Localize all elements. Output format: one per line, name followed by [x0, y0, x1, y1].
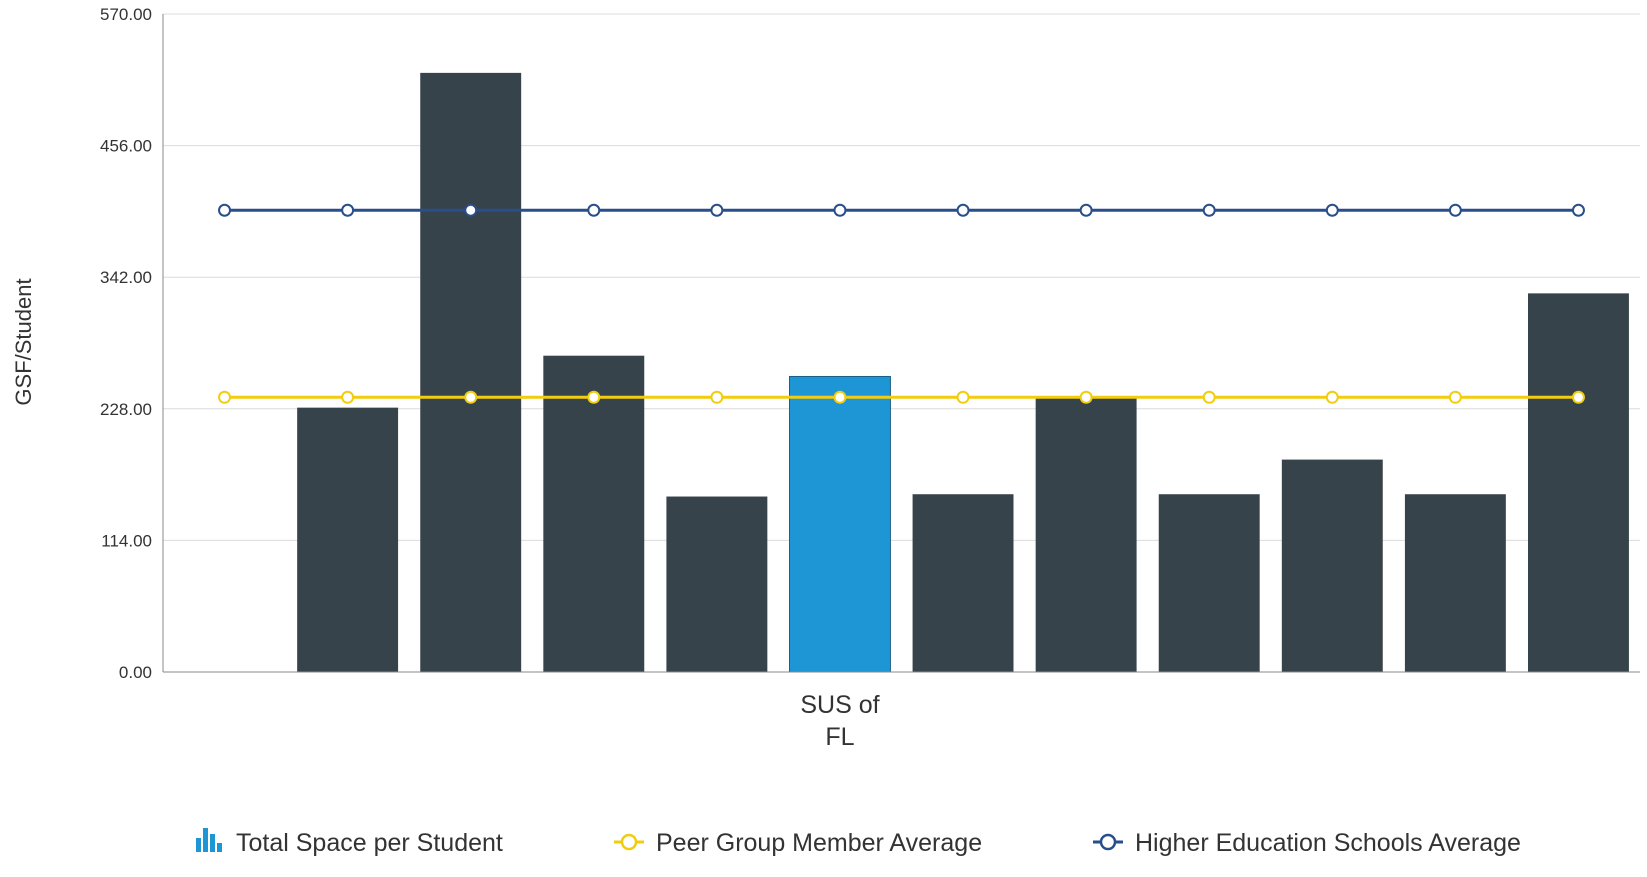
x-category-label: SUS of FL	[800, 691, 879, 751]
line-point[interactable]	[710, 390, 724, 404]
line-point[interactable]	[1079, 390, 1093, 404]
line-point[interactable]	[587, 203, 601, 217]
bar[interactable]	[912, 494, 1014, 672]
line-point[interactable]	[341, 203, 355, 217]
line-point[interactable]	[1325, 203, 1339, 217]
axis-labels: 0.00 114.00 228.00 342.00 456.00 570.00 SUS of…	[100, 5, 880, 751]
line-point[interactable]	[1202, 203, 1216, 217]
legend-label: Total Space per Student	[236, 829, 503, 857]
line-point[interactable]	[956, 203, 970, 217]
line-point[interactable]	[1448, 390, 1462, 404]
line-point[interactable]	[1079, 203, 1093, 217]
line-point[interactable]	[464, 203, 478, 217]
bar-series	[297, 72, 1629, 673]
bar[interactable]	[788, 375, 891, 673]
line-point[interactable]	[833, 203, 847, 217]
y-tick-label: 570.00	[100, 5, 152, 24]
line-point[interactable]	[218, 390, 232, 404]
line-point[interactable]	[1325, 390, 1339, 404]
line-point[interactable]	[1448, 203, 1462, 217]
legend-item-higher-education[interactable]: Higher Education Schools Average	[1093, 829, 1521, 857]
line-point[interactable]	[587, 390, 601, 404]
line-point[interactable]	[1571, 203, 1585, 217]
y-tick-label: 114.00	[101, 531, 152, 550]
legend-item-peer-group[interactable]: Peer Group Member Average	[614, 829, 982, 857]
bar[interactable]	[1281, 459, 1383, 672]
y-tick-label: 0.00	[119, 663, 152, 682]
line-series	[218, 203, 1585, 404]
line-point[interactable]	[464, 390, 478, 404]
bar[interactable]	[420, 72, 522, 673]
bar[interactable]	[1158, 494, 1260, 672]
line-point[interactable]	[218, 203, 232, 217]
y-tick-label: 342.00	[100, 268, 152, 287]
line-point[interactable]	[1571, 390, 1585, 404]
grid-lines	[163, 13, 1640, 541]
line-marker-icon	[614, 833, 644, 851]
y-tick-label: 456.00	[100, 137, 152, 156]
bar[interactable]	[1404, 494, 1506, 672]
line-marker-icon	[1093, 833, 1123, 851]
legend-label: Higher Education Schools Average	[1135, 829, 1521, 857]
line-point[interactable]	[833, 390, 847, 404]
bar[interactable]	[666, 496, 768, 672]
line-point[interactable]	[710, 203, 724, 217]
bar[interactable]	[543, 355, 645, 672]
bar-chart-icon	[196, 828, 222, 852]
y-tick-label: 228.00	[100, 400, 152, 419]
axes	[162, 14, 1640, 673]
line-point[interactable]	[1202, 390, 1216, 404]
bar[interactable]	[1035, 398, 1137, 672]
legend-label: Peer Group Member Average	[656, 829, 982, 857]
line-point[interactable]	[341, 390, 355, 404]
bar[interactable]	[1527, 293, 1629, 672]
bar[interactable]	[297, 407, 399, 672]
legend[interactable]: Total Space per Student Peer Group Member…	[196, 828, 1521, 857]
y-axis-title: GSF/Student	[11, 278, 36, 405]
legend-item-total-space[interactable]: Total Space per Student	[196, 828, 503, 857]
line-point[interactable]	[956, 390, 970, 404]
